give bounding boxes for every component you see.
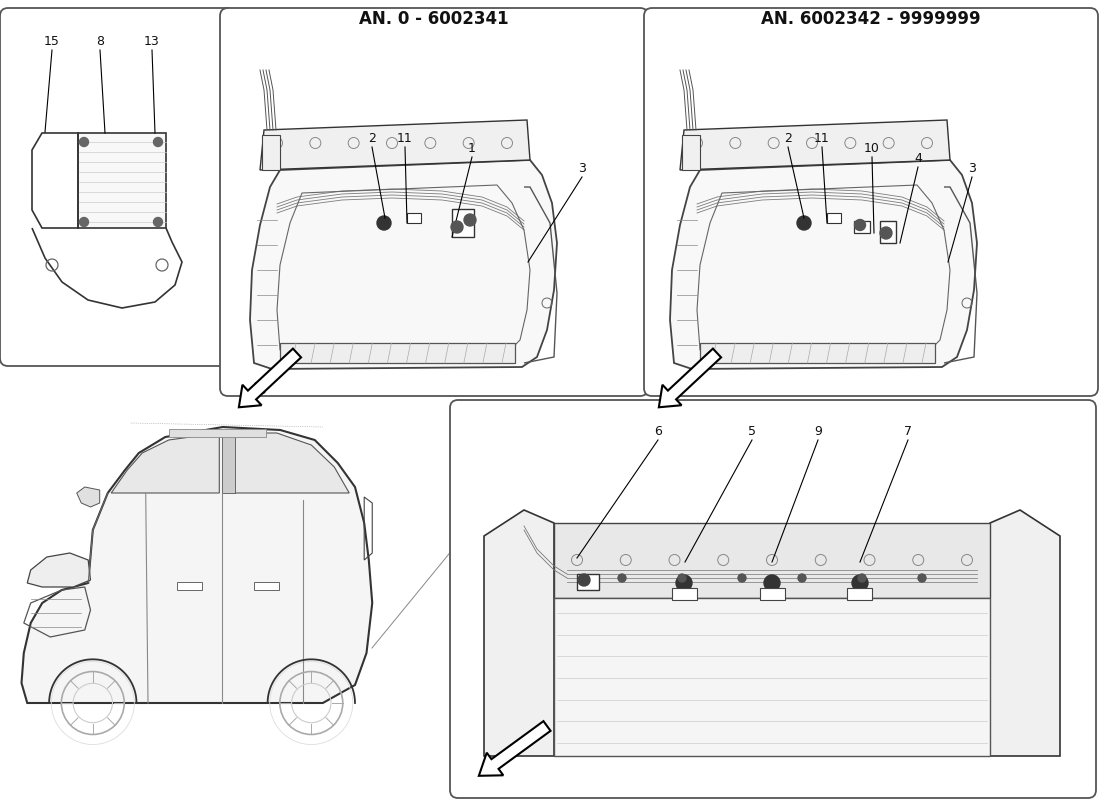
Bar xyxy=(760,588,785,600)
Bar xyxy=(78,133,166,228)
Circle shape xyxy=(852,575,868,591)
Circle shape xyxy=(764,575,780,591)
Text: 3: 3 xyxy=(579,162,586,175)
Polygon shape xyxy=(111,433,219,493)
Circle shape xyxy=(464,214,476,226)
Polygon shape xyxy=(250,160,557,369)
Circle shape xyxy=(79,218,88,226)
Circle shape xyxy=(678,574,686,582)
Bar xyxy=(177,582,202,590)
Polygon shape xyxy=(670,160,977,369)
Bar xyxy=(847,588,872,600)
Polygon shape xyxy=(260,120,530,170)
Bar xyxy=(407,213,421,223)
Circle shape xyxy=(377,216,390,230)
Circle shape xyxy=(880,227,892,239)
Text: 3: 3 xyxy=(968,162,976,175)
Text: 7: 7 xyxy=(904,425,912,438)
Bar xyxy=(880,221,896,243)
Text: AN. 0 - 6002341: AN. 0 - 6002341 xyxy=(360,10,509,28)
Circle shape xyxy=(676,575,692,591)
Polygon shape xyxy=(554,523,990,598)
Text: AN. 6002342 - 9999999: AN. 6002342 - 9999999 xyxy=(761,10,981,28)
Circle shape xyxy=(798,574,806,582)
Polygon shape xyxy=(22,427,372,703)
Text: 1: 1 xyxy=(469,142,476,155)
Bar xyxy=(452,209,474,237)
Polygon shape xyxy=(221,433,235,493)
Bar xyxy=(672,588,697,600)
Text: 10: 10 xyxy=(865,142,880,155)
Text: 2: 2 xyxy=(368,132,376,145)
Circle shape xyxy=(738,574,746,582)
Polygon shape xyxy=(680,120,950,170)
Bar xyxy=(682,135,700,170)
Text: 5: 5 xyxy=(748,425,756,438)
Circle shape xyxy=(154,138,163,146)
Bar xyxy=(168,429,266,437)
Circle shape xyxy=(918,574,926,582)
Circle shape xyxy=(855,219,866,230)
Text: 4: 4 xyxy=(914,152,922,165)
Polygon shape xyxy=(484,510,554,756)
Text: 11: 11 xyxy=(814,132,829,145)
FancyBboxPatch shape xyxy=(450,400,1096,798)
Text: a passion for parts since 1985: a passion for parts since 1985 xyxy=(451,417,789,623)
Polygon shape xyxy=(77,487,100,507)
Text: 13: 13 xyxy=(144,35,159,48)
Polygon shape xyxy=(990,510,1060,756)
Circle shape xyxy=(451,221,463,233)
Bar xyxy=(578,574,600,590)
Bar xyxy=(254,582,279,590)
Polygon shape xyxy=(234,433,350,493)
Text: 15: 15 xyxy=(44,35,59,48)
Circle shape xyxy=(154,218,163,226)
FancyArrow shape xyxy=(239,349,301,407)
FancyBboxPatch shape xyxy=(644,8,1098,396)
Polygon shape xyxy=(554,598,990,756)
Circle shape xyxy=(618,574,626,582)
Circle shape xyxy=(858,574,866,582)
Circle shape xyxy=(798,216,811,230)
FancyArrow shape xyxy=(659,349,722,407)
Circle shape xyxy=(79,138,88,146)
Bar xyxy=(854,221,870,233)
Text: 2: 2 xyxy=(784,132,792,145)
Bar xyxy=(700,343,935,363)
Text: 6: 6 xyxy=(654,425,662,438)
Bar xyxy=(262,135,280,170)
FancyBboxPatch shape xyxy=(0,8,234,366)
FancyBboxPatch shape xyxy=(220,8,648,396)
Circle shape xyxy=(578,574,590,586)
Text: 11: 11 xyxy=(397,132,412,145)
Text: 8: 8 xyxy=(96,35,104,48)
FancyArrow shape xyxy=(478,721,550,776)
Polygon shape xyxy=(28,553,90,587)
Bar xyxy=(280,343,515,363)
Bar xyxy=(827,213,842,223)
Text: 9: 9 xyxy=(814,425,822,438)
